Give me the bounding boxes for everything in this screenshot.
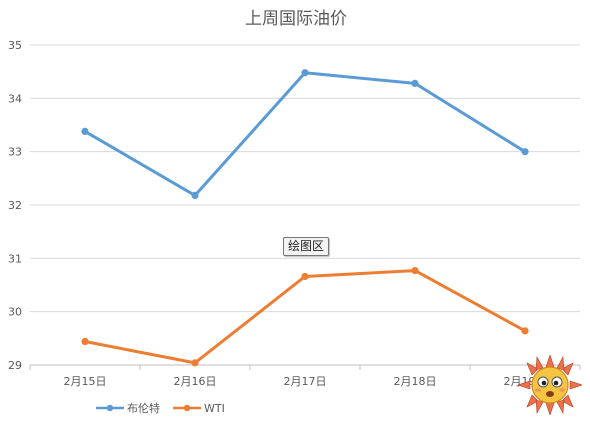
series-line[interactable] (83, 71, 527, 197)
data-point[interactable] (301, 69, 309, 77)
legend-marker-brent (106, 404, 114, 412)
x-tick-label: 2月16日 (174, 375, 217, 388)
y-tick-label: 34 (8, 92, 22, 105)
data-point[interactable] (521, 327, 529, 335)
sun-emoji-sticker-icon (518, 355, 582, 415)
y-tick-label: 35 (8, 39, 22, 52)
legend-label-wti: WTI (204, 402, 225, 415)
data-point[interactable] (191, 191, 199, 199)
series-brent[interactable] (81, 69, 529, 199)
x-axis: 2月15日 2月16日 2月17日 2月18日 2月19日 (29, 364, 581, 388)
data-point[interactable] (81, 337, 89, 346)
x-tick-label: 2月15日 (64, 375, 107, 388)
x-tick-label: 2月18日 (394, 375, 437, 388)
legend-label-brent: 布伦特 (127, 401, 160, 415)
x-tick-label: 2月17日 (284, 375, 327, 388)
gridlines (30, 44, 580, 313)
data-point[interactable] (411, 79, 419, 87)
data-point[interactable] (301, 272, 309, 281)
series-line[interactable] (83, 269, 527, 365)
y-tick-label: 33 (8, 146, 22, 159)
y-tick-label: 30 (8, 306, 22, 319)
data-point[interactable] (81, 127, 89, 135)
data-point[interactable] (521, 148, 529, 156)
data-point[interactable] (191, 359, 199, 367)
y-tick-label: 32 (8, 199, 22, 212)
series-wti[interactable] (81, 267, 529, 367)
legend-marker-wti (183, 404, 191, 412)
plot-area-tooltip: 绘图区 (283, 237, 330, 256)
legend[interactable]: 布伦特 WTI (96, 401, 225, 415)
chart-title: 上周国际油价 (245, 9, 347, 29)
legend-item-brent[interactable]: 布伦特 (96, 401, 160, 415)
legend-item-wti[interactable]: WTI (173, 402, 225, 415)
series-layer[interactable] (81, 69, 529, 367)
y-tick-label: 31 (8, 252, 22, 265)
y-axis-ticks: 29 30 31 32 33 34 35 (8, 39, 22, 372)
data-point[interactable] (411, 267, 419, 275)
y-tick-label: 29 (8, 359, 22, 372)
